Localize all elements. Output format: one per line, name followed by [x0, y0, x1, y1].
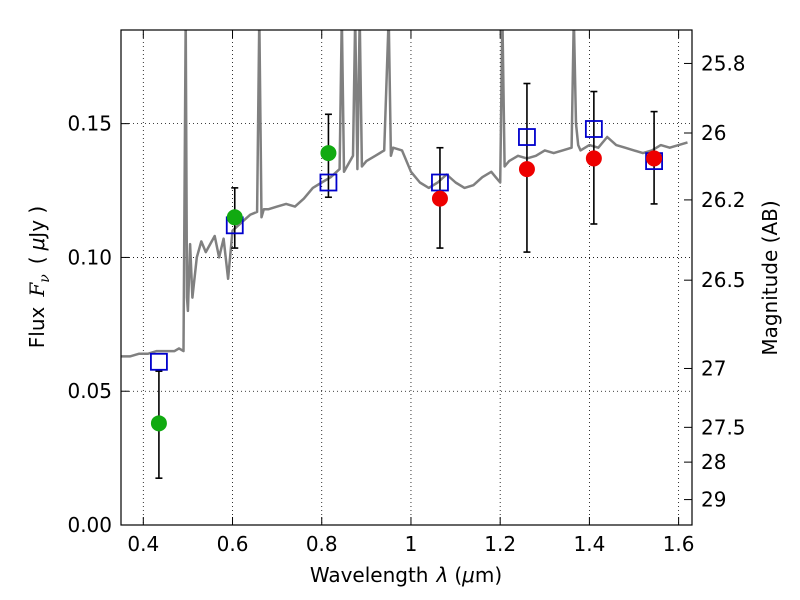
y2-tick-label: 27 — [701, 356, 726, 380]
model-point — [319, 173, 338, 192]
y-axis-symbol: F — [25, 282, 49, 298]
observed-point — [518, 161, 535, 178]
x-tick-label: 1.6 — [663, 532, 695, 556]
observed-point — [646, 150, 663, 167]
grid — [121, 30, 692, 526]
x-axis-unit-open: ( — [454, 563, 462, 587]
errorbar-layer — [155, 82, 658, 479]
x-axis-label-text: Wavelength — [310, 563, 429, 587]
model-point — [431, 173, 449, 192]
tick-layer: 0.4 0.6 0.8 1 1.2 1.4 1.6 0.00 0.05 0.10 0.15 25.8 2… — [67, 30, 746, 556]
marker-layer — [150, 120, 663, 432]
y-axis-unit-rest: Jy ) — [25, 206, 49, 240]
x-axis-unit-rest: m) — [475, 563, 502, 587]
observed-point — [585, 150, 602, 167]
y2-axis-label: Magnitude (AB) — [758, 200, 782, 355]
x-tick-label: 1.2 — [484, 532, 516, 556]
observed-point — [431, 190, 448, 207]
plot-frame — [120, 29, 693, 526]
y-axis-label-text: Flux — [25, 306, 49, 348]
y2-tick-label: 27.5 — [701, 415, 746, 439]
y-axis-label: Flux Fν ( μJy ) — [25, 206, 53, 348]
x-axis-symbol: λ — [435, 563, 448, 587]
x-axis-label: Wavelength λ (μm) — [310, 563, 502, 587]
y2-tick-label: 29 — [701, 488, 726, 512]
x-tick-label: 1.4 — [573, 532, 605, 556]
x-tick-label: 0.4 — [127, 532, 159, 556]
model-point — [518, 128, 536, 146]
y-axis-unit-open: ( — [25, 256, 49, 264]
x-axis-unit-mu: μ — [461, 563, 475, 587]
y-axis-unit-mu: μ — [25, 238, 49, 252]
model-point — [150, 352, 168, 371]
spectrum-layer — [121, 30, 688, 358]
y2-tick-label: 26.5 — [701, 268, 746, 292]
x-tick-label: 0.6 — [217, 532, 249, 556]
model-point — [584, 120, 603, 138]
y-tick-label: 0.15 — [67, 112, 112, 136]
y2-tick-label: 28 — [701, 450, 726, 474]
y2-tick-label: 26.2 — [701, 188, 746, 212]
y-tick-label: 0.05 — [67, 379, 112, 403]
y2-tick-label: 26 — [701, 121, 726, 145]
y-tick-label: 0.10 — [67, 245, 112, 269]
y2-tick-label: 25.8 — [701, 51, 746, 75]
observed-point — [226, 209, 243, 226]
y-axis-subscript: ν — [37, 274, 53, 283]
x-tick-label: 1 — [405, 532, 418, 556]
y-tick-label: 0.00 — [67, 513, 112, 537]
spectrum-line — [121, 30, 688, 358]
x-tick-label: 0.8 — [306, 532, 338, 556]
observed-point — [150, 415, 167, 432]
observed-point — [320, 145, 337, 162]
